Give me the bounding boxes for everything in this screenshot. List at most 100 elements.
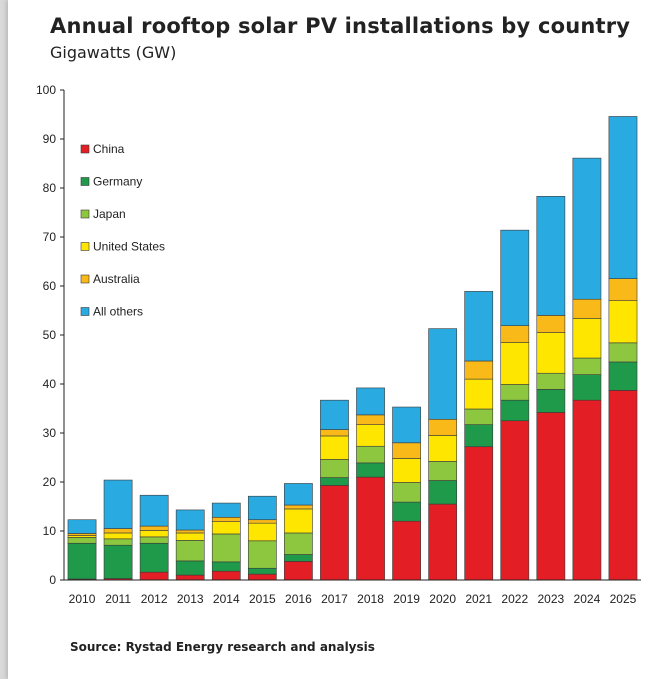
bar-segment — [103, 532, 133, 540]
bar-segment — [247, 540, 277, 569]
bar-segment — [608, 361, 638, 391]
bar-segment — [608, 278, 638, 301]
x-tick-label: 2012 — [141, 592, 168, 606]
bar-segment — [247, 495, 277, 521]
legend-label: Germany — [93, 175, 142, 189]
bar-segment — [356, 424, 385, 447]
legend-label: All others — [93, 305, 143, 319]
bar-segment — [320, 429, 349, 437]
bar-segment — [428, 328, 458, 420]
bar-segment — [392, 442, 421, 459]
bar-segment — [211, 516, 241, 522]
bar-segment — [175, 509, 205, 531]
bar-segment — [428, 480, 458, 505]
bar-segment — [284, 504, 313, 510]
bar-segment — [211, 502, 241, 518]
bar-segment — [247, 573, 277, 581]
legend-label: Australia — [93, 272, 140, 286]
bar-segment — [356, 414, 385, 425]
bar-segment — [247, 567, 277, 575]
bar-segment — [139, 530, 169, 538]
y-tick-label: 100 — [36, 83, 56, 97]
bar-segment — [608, 342, 638, 363]
bar-segment — [211, 570, 241, 581]
y-tick-label: 40 — [43, 377, 57, 391]
legend-swatch — [80, 274, 90, 284]
bar-segment — [139, 542, 169, 573]
bar-segment — [211, 521, 241, 535]
legend-label: United States — [93, 240, 165, 254]
bar-segment — [572, 374, 602, 401]
bar-segment — [175, 560, 205, 576]
y-tick-label: 30 — [43, 426, 57, 440]
y-tick-label: 60 — [43, 279, 57, 293]
bar-segment — [67, 519, 97, 534]
bar-segment — [175, 529, 205, 534]
x-tick-label: 2011 — [105, 592, 131, 606]
bar-segment — [608, 116, 638, 279]
x-tick-label: 2021 — [465, 592, 492, 606]
bar-segment — [572, 399, 602, 581]
bar-segment — [608, 300, 638, 344]
bar-segment — [536, 372, 566, 390]
bar-segment — [356, 387, 385, 416]
bar-segment — [320, 399, 349, 430]
bar-segment — [284, 532, 313, 555]
y-tick-label: 10 — [43, 524, 57, 538]
bar-segment — [103, 538, 133, 546]
x-tick-label: 2010 — [69, 592, 96, 606]
legend-swatch — [80, 307, 90, 316]
bar-segment — [500, 399, 530, 422]
bar-segment — [247, 522, 277, 542]
bar-segment — [284, 508, 313, 534]
bar-segment — [464, 378, 494, 410]
bar-segment — [500, 420, 530, 581]
bar-segment — [500, 384, 530, 401]
bar-segment — [500, 342, 530, 385]
bar-segment — [139, 525, 169, 531]
bar-segment — [356, 445, 385, 464]
chart-title: Annual rooftop solar PV installations by… — [50, 14, 631, 38]
x-tick-label: 2024 — [574, 592, 601, 606]
bar-segment — [572, 298, 602, 319]
bar-segment — [464, 446, 494, 581]
bar-segment — [500, 325, 530, 343]
x-tick-label: 2020 — [429, 592, 456, 606]
bar-segment — [320, 459, 349, 478]
bar-segment — [572, 357, 602, 375]
bar-segment — [464, 408, 494, 425]
chart-source: Source: Rystad Energy research and analy… — [70, 640, 375, 654]
x-tick-label: 2019 — [393, 592, 420, 606]
bar-segment — [175, 532, 205, 541]
bar-segment — [392, 520, 421, 581]
x-tick-label: 2013 — [177, 592, 204, 606]
legend-label: China — [93, 142, 125, 156]
bar-segment — [67, 537, 97, 544]
chart-subtitle: Gigawatts (GW) — [50, 43, 177, 62]
bar-segment — [139, 536, 169, 544]
x-tick-label: 2015 — [249, 592, 276, 606]
bar-segment — [500, 229, 530, 326]
x-tick-label: 2018 — [357, 592, 384, 606]
bar-segment — [175, 574, 205, 581]
bar-segment — [320, 485, 349, 581]
y-tick-label: 70 — [43, 230, 57, 244]
bar-segment — [428, 418, 458, 436]
bar-segment — [284, 554, 313, 562]
x-tick-label: 2022 — [501, 592, 528, 606]
bar-segment — [139, 494, 169, 527]
bar-segment — [608, 390, 638, 581]
bar-segment — [392, 482, 421, 503]
bar-segment — [139, 571, 169, 581]
bar-segment — [536, 332, 566, 374]
bar-segment — [103, 479, 133, 529]
bar-segment — [464, 291, 494, 362]
bar-segment — [572, 157, 602, 300]
bar-segment — [428, 435, 458, 462]
legend-swatch — [80, 209, 90, 219]
bar-segment — [572, 318, 602, 359]
bar-segment — [464, 360, 494, 380]
bar-segment — [284, 483, 313, 506]
bar-segment — [67, 542, 97, 580]
